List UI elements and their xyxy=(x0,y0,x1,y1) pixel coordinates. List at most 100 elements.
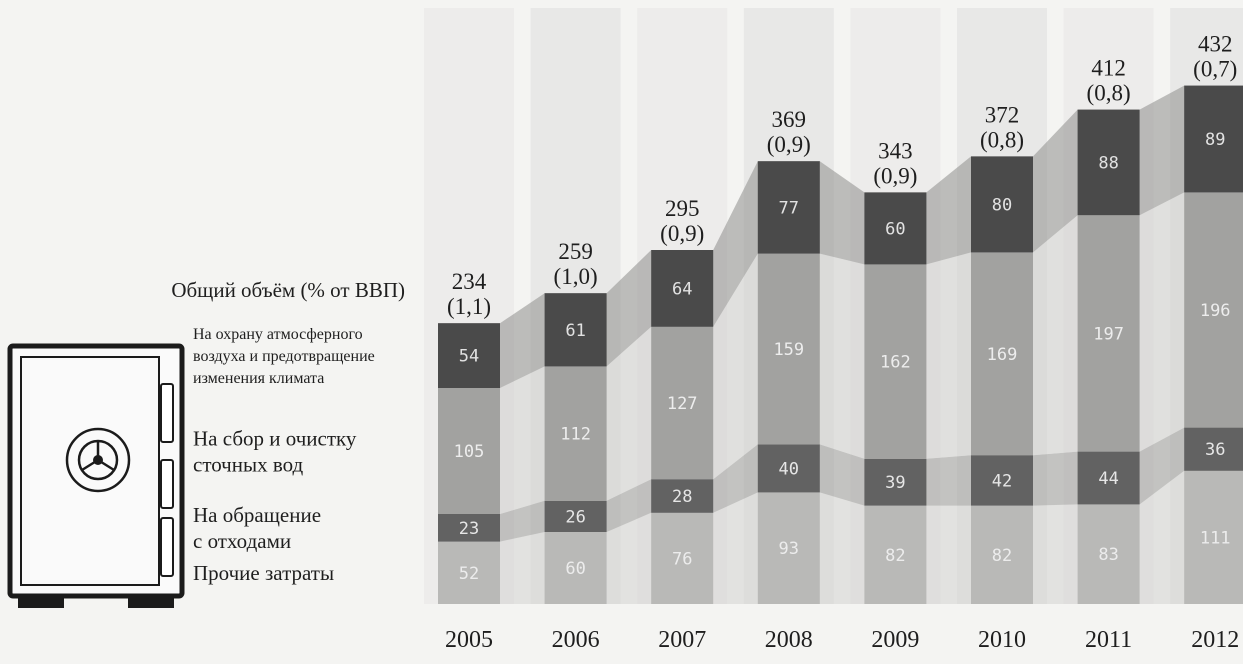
data-label: 23 xyxy=(459,519,479,539)
legend-label: сточных вод xyxy=(193,452,304,476)
safe-spoke-icon xyxy=(97,458,115,472)
x-tick-label: 2009 xyxy=(871,627,919,653)
safe-door-icon xyxy=(20,356,160,586)
data-label: 82 xyxy=(885,546,905,566)
total-pct-gdp-label: (0,8) xyxy=(1087,81,1131,106)
safe-foot-right-icon xyxy=(128,596,174,608)
data-label: 162 xyxy=(880,353,911,373)
total-label: 295 xyxy=(665,196,700,221)
x-tick-label: 2005 xyxy=(445,627,493,653)
safe-hinge-mid-icon xyxy=(160,459,174,509)
legend: Общий объём (% от ВВП) Прочие затраты На … xyxy=(171,278,405,585)
total-label: 259 xyxy=(558,239,593,264)
bar-segment xyxy=(864,458,927,506)
total-label: 234 xyxy=(452,269,487,294)
data-label: 197 xyxy=(1093,324,1124,344)
total-label: 343 xyxy=(878,138,913,163)
bar-segment xyxy=(971,505,1033,604)
bar-segment xyxy=(971,156,1033,253)
total-pct-gdp-label: (0,7) xyxy=(1193,57,1237,82)
bar-segment xyxy=(438,514,500,542)
data-label: 42 xyxy=(992,471,1012,491)
bar-segment xyxy=(757,161,820,254)
data-label: 52 xyxy=(459,564,479,584)
data-label: 112 xyxy=(560,425,591,445)
bar-segment xyxy=(1077,451,1140,505)
x-tick-label: 2008 xyxy=(765,627,813,653)
total-pct-gdp-label: (1,0) xyxy=(554,264,598,289)
bar-segment xyxy=(651,479,714,513)
data-label: 39 xyxy=(885,473,905,493)
bars xyxy=(438,85,1243,604)
legend-label: с отходами xyxy=(193,529,291,553)
data-label: 60 xyxy=(565,559,585,579)
safe-dial-outer-icon xyxy=(65,427,131,493)
total-pct-gdp-label: (0,8) xyxy=(980,127,1024,152)
bar-segment xyxy=(757,253,820,445)
total-label: 432 xyxy=(1198,32,1233,57)
bar-segment xyxy=(1184,192,1243,428)
bar-segment xyxy=(544,366,607,501)
x-tick-label: 2006 xyxy=(552,627,600,653)
total-label: 369 xyxy=(772,107,807,132)
data-label: 77 xyxy=(779,198,799,218)
bar-segment xyxy=(438,388,500,514)
legend-label: На обращение xyxy=(193,503,321,527)
data-label: 76 xyxy=(672,549,692,569)
bar-segment xyxy=(651,250,714,327)
bar-segment xyxy=(1184,427,1243,471)
data-label: 40 xyxy=(779,459,799,479)
series-band-2 xyxy=(438,192,1243,514)
data-label: 80 xyxy=(992,195,1012,215)
legend-label: На сбор и очистку xyxy=(193,426,357,450)
x-tick-label: 2007 xyxy=(658,627,706,653)
legend-label: изменения климата xyxy=(193,370,324,387)
bar-segment xyxy=(544,500,607,532)
total-pct-gdp-label: (1,1) xyxy=(447,294,491,319)
bar-segment xyxy=(544,532,607,604)
bar-segment xyxy=(1184,470,1243,604)
total-volume-label: Общий объём (% от ВВП) xyxy=(171,278,405,302)
bar-segment xyxy=(757,492,820,604)
bar-segment xyxy=(864,264,927,459)
bar-segment xyxy=(864,505,927,604)
data-label: 60 xyxy=(885,219,905,239)
safe-spoke-icon xyxy=(81,458,99,472)
data-label: 83 xyxy=(1098,545,1118,565)
bar-segment xyxy=(651,512,714,604)
legend-label: На охрану атмосферного xyxy=(193,326,363,343)
data-label: 196 xyxy=(1200,301,1231,321)
bar-segment xyxy=(1077,215,1140,452)
safe-foot-left-icon xyxy=(18,596,64,608)
series-bands xyxy=(438,85,1243,604)
bar-segment xyxy=(757,444,820,493)
series-band-0 xyxy=(438,470,1243,604)
x-axis: 2005 2006 2007 2008 2009 2010 2011 2012 xyxy=(445,627,1239,653)
total-label: 372 xyxy=(985,102,1020,127)
x-tick-label: 2012 xyxy=(1191,627,1239,653)
data-label: 169 xyxy=(987,345,1018,365)
data-label: 36 xyxy=(1205,440,1225,460)
bar-segment xyxy=(438,541,500,604)
bar-segment xyxy=(864,192,927,265)
bar-segment xyxy=(1184,85,1243,193)
data-label: 105 xyxy=(454,442,485,462)
data-label: 26 xyxy=(565,507,585,527)
x-tick-label: 2011 xyxy=(1085,627,1132,653)
bar-segment xyxy=(971,455,1033,506)
data-label: 44 xyxy=(1098,469,1118,489)
data-label: 54 xyxy=(459,347,479,367)
safe-hinge-top-icon xyxy=(160,383,174,443)
data-label: 61 xyxy=(565,321,585,341)
total-pct-gdp-label: (0,9) xyxy=(873,163,917,188)
data-label: 111 xyxy=(1200,528,1231,548)
data-label: 64 xyxy=(672,279,692,299)
bar-segment xyxy=(544,293,607,367)
safe-hinge-bottom-icon xyxy=(160,517,174,577)
data-label: 88 xyxy=(1098,153,1118,173)
safe-body-icon xyxy=(7,343,185,599)
data-labels: 52 60 76 93 82 82 83 111 23 26 28 40 39 42 44 36 105 112 1… xyxy=(447,32,1237,584)
x-tick-label: 2010 xyxy=(978,627,1026,653)
series-band-3 xyxy=(438,85,1243,388)
